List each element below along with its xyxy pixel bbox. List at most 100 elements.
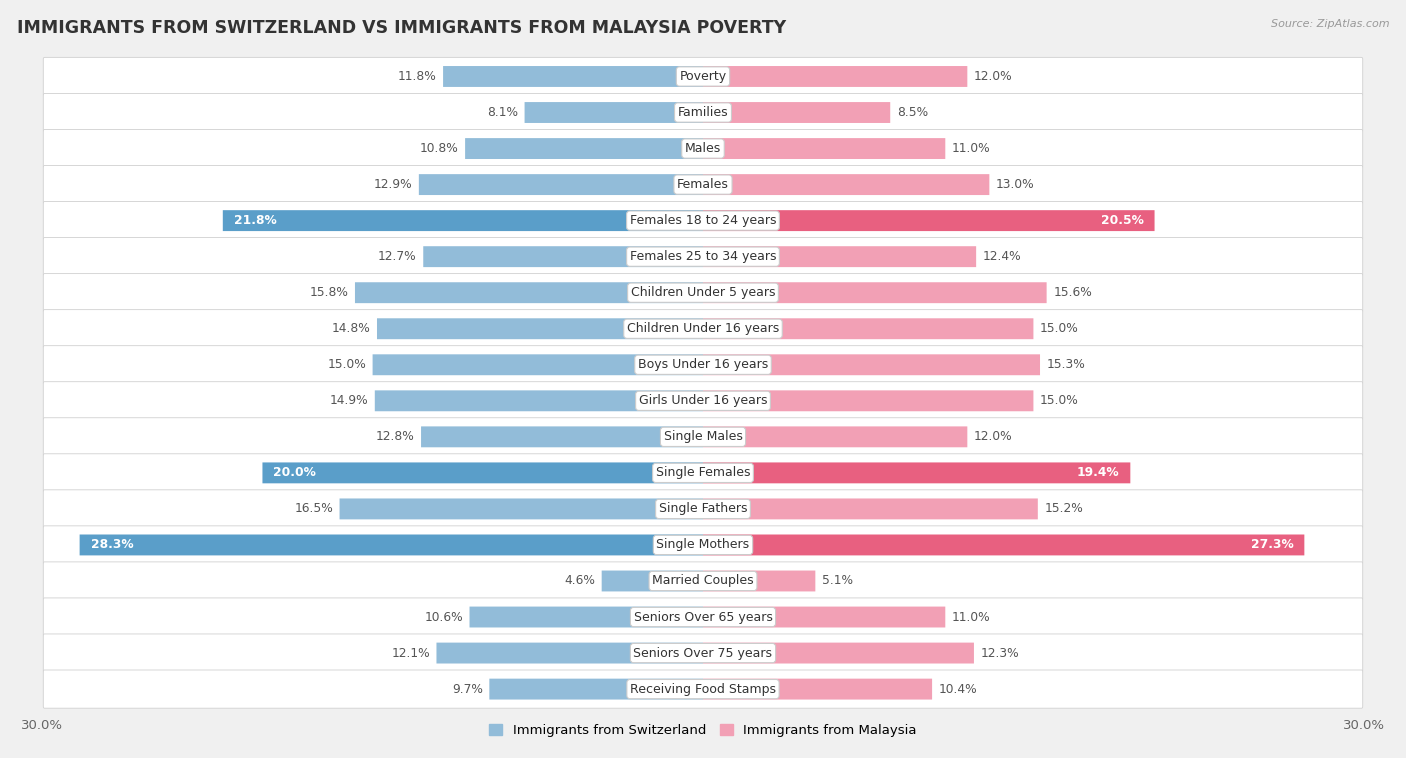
FancyBboxPatch shape bbox=[375, 390, 703, 412]
FancyBboxPatch shape bbox=[524, 102, 703, 123]
Text: Families: Families bbox=[678, 106, 728, 119]
FancyBboxPatch shape bbox=[44, 309, 1362, 348]
Text: Females 18 to 24 years: Females 18 to 24 years bbox=[630, 214, 776, 227]
Text: 16.5%: 16.5% bbox=[294, 503, 333, 515]
Text: Children Under 5 years: Children Under 5 years bbox=[631, 287, 775, 299]
Text: 12.7%: 12.7% bbox=[378, 250, 416, 263]
FancyBboxPatch shape bbox=[703, 390, 1033, 412]
FancyBboxPatch shape bbox=[703, 246, 976, 267]
FancyBboxPatch shape bbox=[703, 354, 1040, 375]
Text: Boys Under 16 years: Boys Under 16 years bbox=[638, 359, 768, 371]
Text: 11.0%: 11.0% bbox=[952, 610, 991, 624]
Text: 8.5%: 8.5% bbox=[897, 106, 928, 119]
Text: Receiving Food Stamps: Receiving Food Stamps bbox=[630, 683, 776, 696]
FancyBboxPatch shape bbox=[443, 66, 703, 87]
FancyBboxPatch shape bbox=[44, 130, 1362, 168]
Text: Poverty: Poverty bbox=[679, 70, 727, 83]
FancyBboxPatch shape bbox=[703, 462, 1130, 484]
FancyBboxPatch shape bbox=[44, 346, 1362, 384]
FancyBboxPatch shape bbox=[703, 102, 890, 123]
Text: 20.5%: 20.5% bbox=[1101, 214, 1143, 227]
FancyBboxPatch shape bbox=[44, 418, 1362, 456]
Text: 12.1%: 12.1% bbox=[391, 647, 430, 659]
FancyBboxPatch shape bbox=[703, 174, 990, 195]
FancyBboxPatch shape bbox=[703, 499, 1038, 519]
FancyBboxPatch shape bbox=[703, 66, 967, 87]
Text: 4.6%: 4.6% bbox=[564, 575, 595, 587]
Text: 9.7%: 9.7% bbox=[451, 683, 482, 696]
FancyBboxPatch shape bbox=[80, 534, 703, 556]
FancyBboxPatch shape bbox=[703, 138, 945, 159]
Text: 15.0%: 15.0% bbox=[328, 359, 366, 371]
Text: Source: ZipAtlas.com: Source: ZipAtlas.com bbox=[1271, 19, 1389, 29]
Text: 10.8%: 10.8% bbox=[420, 142, 458, 155]
Text: Children Under 16 years: Children Under 16 years bbox=[627, 322, 779, 335]
FancyBboxPatch shape bbox=[703, 678, 932, 700]
Text: 10.6%: 10.6% bbox=[425, 610, 463, 624]
Text: 5.1%: 5.1% bbox=[823, 575, 853, 587]
Text: 15.0%: 15.0% bbox=[1040, 394, 1078, 407]
FancyBboxPatch shape bbox=[703, 282, 1046, 303]
Text: Seniors Over 75 years: Seniors Over 75 years bbox=[634, 647, 772, 659]
Text: Single Females: Single Females bbox=[655, 466, 751, 479]
Text: 12.4%: 12.4% bbox=[983, 250, 1021, 263]
Text: 13.0%: 13.0% bbox=[995, 178, 1035, 191]
FancyBboxPatch shape bbox=[465, 138, 703, 159]
FancyBboxPatch shape bbox=[44, 562, 1362, 600]
FancyBboxPatch shape bbox=[377, 318, 703, 339]
FancyBboxPatch shape bbox=[44, 670, 1362, 708]
FancyBboxPatch shape bbox=[44, 634, 1362, 672]
Text: 28.3%: 28.3% bbox=[90, 538, 134, 552]
FancyBboxPatch shape bbox=[44, 274, 1362, 312]
Text: Single Fathers: Single Fathers bbox=[659, 503, 747, 515]
FancyBboxPatch shape bbox=[420, 427, 703, 447]
Text: 15.8%: 15.8% bbox=[309, 287, 349, 299]
FancyBboxPatch shape bbox=[419, 174, 703, 195]
FancyBboxPatch shape bbox=[703, 606, 945, 628]
Text: 27.3%: 27.3% bbox=[1250, 538, 1294, 552]
Text: Girls Under 16 years: Girls Under 16 years bbox=[638, 394, 768, 407]
Text: 15.6%: 15.6% bbox=[1053, 287, 1092, 299]
FancyBboxPatch shape bbox=[423, 246, 703, 267]
FancyBboxPatch shape bbox=[44, 58, 1362, 96]
FancyBboxPatch shape bbox=[44, 202, 1362, 240]
FancyBboxPatch shape bbox=[44, 490, 1362, 528]
FancyBboxPatch shape bbox=[44, 598, 1362, 636]
FancyBboxPatch shape bbox=[436, 643, 703, 663]
Text: 11.8%: 11.8% bbox=[398, 70, 436, 83]
Text: 11.0%: 11.0% bbox=[952, 142, 991, 155]
Text: Seniors Over 65 years: Seniors Over 65 years bbox=[634, 610, 772, 624]
FancyBboxPatch shape bbox=[222, 210, 703, 231]
FancyBboxPatch shape bbox=[703, 318, 1033, 339]
FancyBboxPatch shape bbox=[703, 427, 967, 447]
FancyBboxPatch shape bbox=[489, 678, 703, 700]
FancyBboxPatch shape bbox=[703, 210, 1154, 231]
FancyBboxPatch shape bbox=[373, 354, 703, 375]
Text: 15.2%: 15.2% bbox=[1045, 503, 1083, 515]
FancyBboxPatch shape bbox=[703, 643, 974, 663]
Text: Females 25 to 34 years: Females 25 to 34 years bbox=[630, 250, 776, 263]
Text: 12.8%: 12.8% bbox=[375, 431, 415, 443]
Text: Single Mothers: Single Mothers bbox=[657, 538, 749, 552]
FancyBboxPatch shape bbox=[703, 571, 815, 591]
Text: 14.8%: 14.8% bbox=[332, 322, 370, 335]
FancyBboxPatch shape bbox=[703, 534, 1305, 556]
Text: 14.9%: 14.9% bbox=[329, 394, 368, 407]
Legend: Immigrants from Switzerland, Immigrants from Malaysia: Immigrants from Switzerland, Immigrants … bbox=[484, 719, 922, 742]
Text: Married Couples: Married Couples bbox=[652, 575, 754, 587]
FancyBboxPatch shape bbox=[44, 93, 1362, 132]
FancyBboxPatch shape bbox=[44, 382, 1362, 420]
Text: 19.4%: 19.4% bbox=[1077, 466, 1119, 479]
Text: Males: Males bbox=[685, 142, 721, 155]
Text: 12.3%: 12.3% bbox=[980, 647, 1019, 659]
FancyBboxPatch shape bbox=[44, 237, 1362, 276]
Text: 20.0%: 20.0% bbox=[273, 466, 316, 479]
FancyBboxPatch shape bbox=[602, 571, 703, 591]
Text: 15.0%: 15.0% bbox=[1040, 322, 1078, 335]
Text: 8.1%: 8.1% bbox=[486, 106, 517, 119]
Text: IMMIGRANTS FROM SWITZERLAND VS IMMIGRANTS FROM MALAYSIA POVERTY: IMMIGRANTS FROM SWITZERLAND VS IMMIGRANT… bbox=[17, 19, 786, 37]
Text: 10.4%: 10.4% bbox=[939, 683, 977, 696]
FancyBboxPatch shape bbox=[44, 526, 1362, 564]
Text: 15.3%: 15.3% bbox=[1046, 359, 1085, 371]
FancyBboxPatch shape bbox=[44, 165, 1362, 204]
